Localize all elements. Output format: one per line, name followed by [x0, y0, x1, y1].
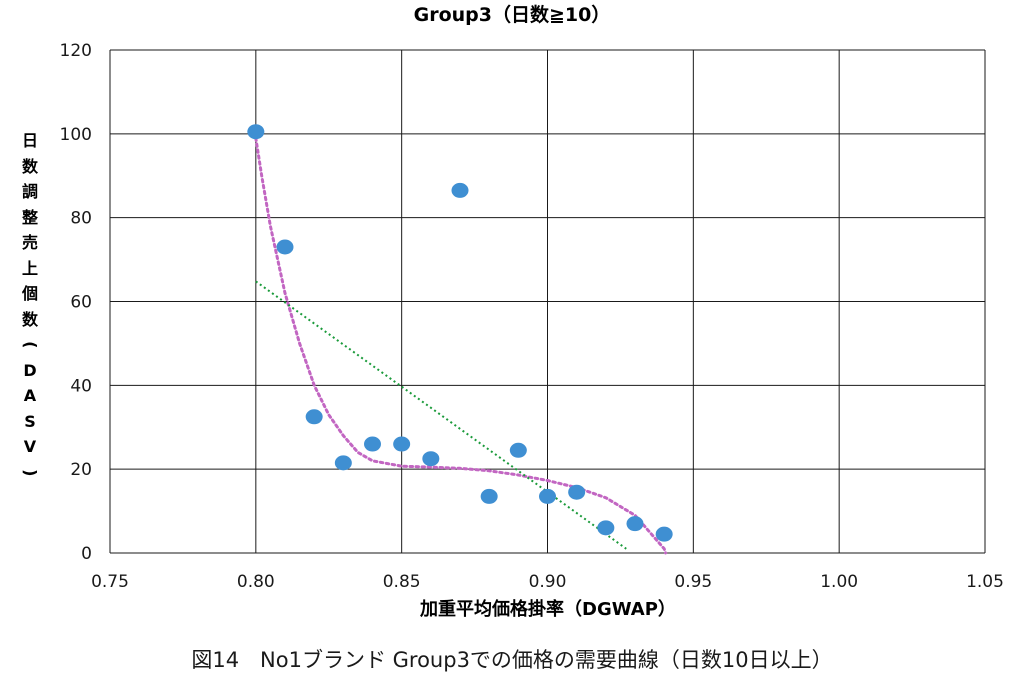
- grid-lines: [109, 49, 986, 554]
- y-tick-label: 80: [70, 209, 92, 229]
- data-point: [509, 442, 527, 458]
- data-point: [247, 124, 265, 140]
- y-tick-label: 20: [70, 460, 92, 480]
- x-tick-label: 0.95: [674, 572, 712, 592]
- y-tick-label: 40: [70, 376, 92, 396]
- poly-trendline-group: [254, 136, 668, 555]
- y-axis-label-char: ): [20, 468, 40, 476]
- y-axis-label-char: 整: [21, 207, 38, 227]
- data-point: [626, 516, 644, 532]
- y-axis-label: 日数調整売上個数(D A S V): [14, 128, 46, 485]
- y-axis-label-char: D: [23, 360, 37, 380]
- y-axis-label-char: (: [20, 341, 40, 349]
- y-axis-label-char: 上: [21, 258, 38, 278]
- data-point: [364, 436, 381, 452]
- y-axis-label-char: A: [23, 386, 37, 405]
- data-point: [305, 409, 323, 425]
- linear-trendline: [255, 280, 627, 550]
- y-axis-label-char: 日: [21, 131, 38, 150]
- x-tick-label: 1.00: [820, 572, 858, 592]
- x-tick-label: 0.90: [529, 572, 567, 592]
- y-tick-label: 60: [70, 293, 92, 313]
- scatter-chart: Group3（日数≧10） 0.75 0.80 0.85 0.90 0.95 1.00 1.…: [60, 3, 1004, 620]
- x-tick-label: 0.85: [383, 572, 421, 592]
- polynomial-trendline: [254, 136, 668, 555]
- y-axis-label-char: S: [24, 411, 36, 431]
- y-tick-label: 120: [60, 41, 92, 61]
- data-point: [334, 455, 352, 471]
- data-point: [393, 436, 411, 452]
- y-axis-label-char: 売: [21, 233, 38, 252]
- figure-caption: 図14 No1ブランド Group3での価格の需要曲線（日数10日以上）: [191, 648, 833, 672]
- data-point: [539, 488, 556, 504]
- chart-area: Group3（日数≧10） 0.75 0.80 0.85 0.90 0.95 1.00 1.…: [14, 3, 1004, 620]
- x-tick-label: 1.05: [966, 572, 1004, 592]
- linear-trendline-group: [255, 280, 627, 550]
- y-axis-label-char: 数: [21, 309, 38, 329]
- data-point: [276, 239, 294, 255]
- x-tick-labels: 0.75 0.80 0.85 0.90 0.95 1.00 1.05: [91, 572, 1004, 592]
- y-tick-labels: 0 20 40 60 80 100 120: [60, 41, 92, 564]
- y-axis-label-char: 個: [21, 284, 38, 303]
- chart-title: Group3（日数≧10）: [414, 3, 611, 26]
- y-axis-label-char: 調: [21, 182, 38, 201]
- y-tick-label: 100: [60, 125, 92, 145]
- y-tick-label: 0: [81, 544, 92, 564]
- x-tick-label: 0.80: [237, 572, 275, 592]
- data-point: [422, 451, 440, 467]
- data-points: [247, 124, 673, 542]
- data-point: [597, 520, 615, 536]
- data-point: [451, 182, 469, 198]
- x-tick-label: 0.75: [91, 572, 129, 592]
- y-axis-label-char: V: [23, 437, 37, 456]
- data-point: [568, 484, 586, 500]
- y-axis-label-char: 数: [21, 156, 38, 176]
- data-point: [480, 488, 498, 504]
- data-point: [655, 526, 673, 542]
- x-axis-label: 加重平均価格掛率（DGWAP）: [419, 598, 676, 620]
